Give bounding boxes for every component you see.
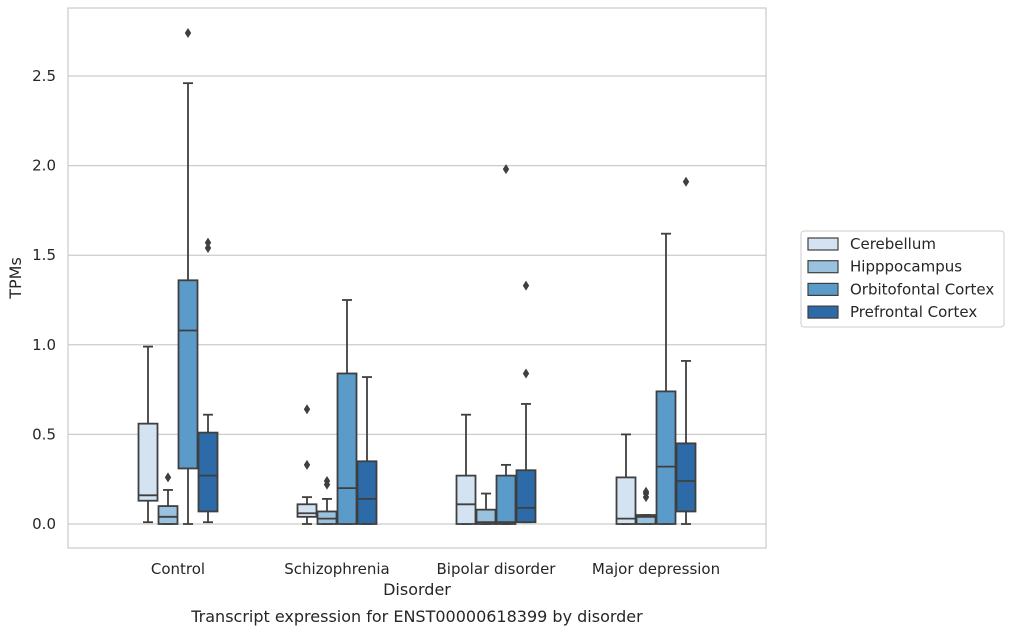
box-body bbox=[675, 442, 697, 513]
y-tick-label: 1.5 bbox=[32, 246, 56, 264]
box-body bbox=[635, 514, 657, 525]
box-cerebellum bbox=[296, 404, 318, 525]
legend: Cerebellum Hipppocampus Orbitofontal Corte… bbox=[800, 230, 1005, 328]
box-hipppocampus bbox=[475, 492, 497, 525]
outlier-point bbox=[303, 459, 311, 470]
y-tick-labels: 0.0 0.5 1.0 1.5 2.0 2.5 bbox=[32, 67, 56, 533]
y-tick-label: 1.0 bbox=[32, 336, 56, 354]
legend-label: Hipppocampus bbox=[850, 258, 962, 276]
outlier-point bbox=[204, 237, 212, 248]
box-body bbox=[137, 422, 159, 502]
box-body bbox=[615, 476, 637, 525]
y-tick-label: 0.0 bbox=[32, 515, 56, 533]
outlier-point bbox=[522, 368, 530, 379]
box-prefrontal-cortex bbox=[356, 376, 378, 525]
legend-label: Orbitofontal Cortex bbox=[850, 280, 994, 298]
legend-label: Cerebellum bbox=[850, 235, 936, 253]
legend-swatch bbox=[807, 237, 839, 251]
chart-caption: Transcript expression for ENST0000061839… bbox=[190, 607, 643, 626]
box-hipppocampus bbox=[316, 475, 338, 525]
legend-swatch bbox=[807, 305, 839, 319]
box-body bbox=[197, 431, 219, 513]
x-tick-label: Major depression bbox=[592, 560, 720, 578]
box-body bbox=[475, 508, 497, 525]
outlier-point bbox=[323, 475, 331, 486]
x-tick-label: Bipolar disorder bbox=[437, 560, 557, 578]
box-body bbox=[296, 503, 318, 518]
box-hipppocampus bbox=[157, 472, 179, 525]
box-cerebellum bbox=[455, 413, 477, 525]
box-orbitofontal-cortex bbox=[336, 299, 358, 525]
legend-frame bbox=[800, 230, 1005, 328]
x-tick-label: Control bbox=[151, 560, 205, 578]
box-hipppocampus bbox=[635, 486, 657, 525]
outlier-point bbox=[502, 164, 510, 175]
outlier-point bbox=[522, 280, 530, 291]
box-cerebellum bbox=[615, 433, 637, 525]
box-body bbox=[495, 474, 517, 525]
box-body bbox=[177, 279, 199, 470]
box-body bbox=[655, 390, 677, 525]
y-axis-title: TPMs bbox=[6, 257, 25, 300]
box-prefrontal-cortex bbox=[515, 280, 537, 524]
plot-frame bbox=[67, 7, 767, 549]
legend-swatch bbox=[807, 260, 839, 274]
box-prefrontal-cortex bbox=[675, 176, 697, 525]
box-body bbox=[157, 505, 179, 525]
box-orbitofontal-cortex bbox=[655, 232, 677, 525]
box-body bbox=[356, 460, 378, 525]
box-body bbox=[336, 372, 358, 525]
box-orbitofontal-cortex bbox=[177, 27, 199, 525]
legend-swatch bbox=[807, 282, 839, 296]
box-prefrontal-cortex bbox=[197, 237, 219, 524]
y-tick-label: 2.0 bbox=[32, 157, 56, 175]
x-axis-title: Disorder bbox=[383, 580, 451, 599]
x-tick-labels: Control Schizophrenia Bipolar disorder Majo… bbox=[151, 560, 720, 578]
box-body bbox=[455, 474, 477, 525]
box-orbitofontal-cortex bbox=[495, 164, 517, 525]
outlier-point bbox=[303, 404, 311, 415]
outlier-point bbox=[164, 472, 172, 483]
x-tick-label: Schizophrenia bbox=[284, 560, 389, 578]
y-tick-label: 2.5 bbox=[32, 67, 56, 85]
outlier-point bbox=[642, 486, 650, 497]
box-cerebellum bbox=[137, 345, 159, 524]
box-body bbox=[515, 469, 537, 524]
outlier-point bbox=[682, 176, 690, 187]
outlier-point bbox=[204, 243, 212, 254]
y-tick-label: 0.5 bbox=[32, 425, 56, 443]
outlier-point bbox=[184, 27, 192, 38]
box-series bbox=[137, 27, 697, 525]
legend-label: Prefrontal Cortex bbox=[850, 303, 977, 321]
